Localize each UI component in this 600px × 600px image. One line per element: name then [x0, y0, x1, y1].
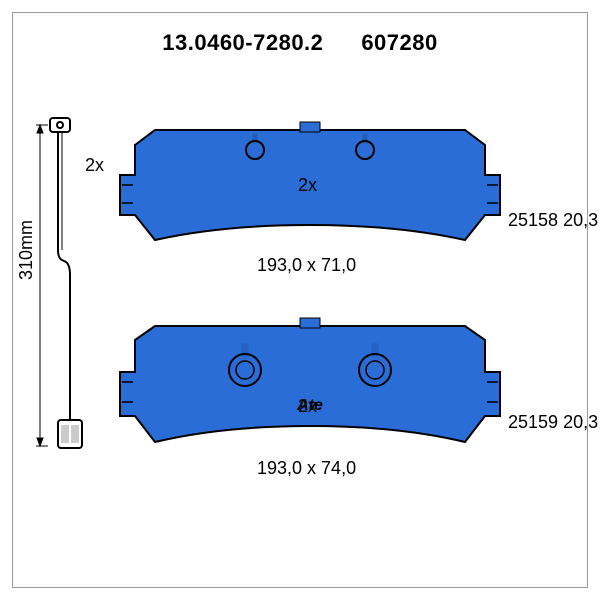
pad-top-dimensions: 193,0 x 71,0 — [257, 255, 356, 276]
brake-pad-bottom: Ate — [120, 318, 500, 442]
wear-sensor — [50, 118, 82, 448]
pad-bottom-code: 25159 20,3 — [508, 412, 598, 433]
pad-top-quantity: 2x — [298, 175, 317, 196]
sensor-dimension — [36, 125, 48, 446]
pad-bottom-quantity: 2x — [298, 396, 317, 417]
pad-top-code: 25158 20,3 — [508, 210, 598, 231]
sensor-length: 310mm — [16, 220, 37, 280]
sensor-quantity: 2x — [85, 155, 104, 176]
diagram-svg: Ate — [0, 0, 600, 600]
pad-bottom-dimensions: 193,0 x 74,0 — [257, 458, 356, 479]
